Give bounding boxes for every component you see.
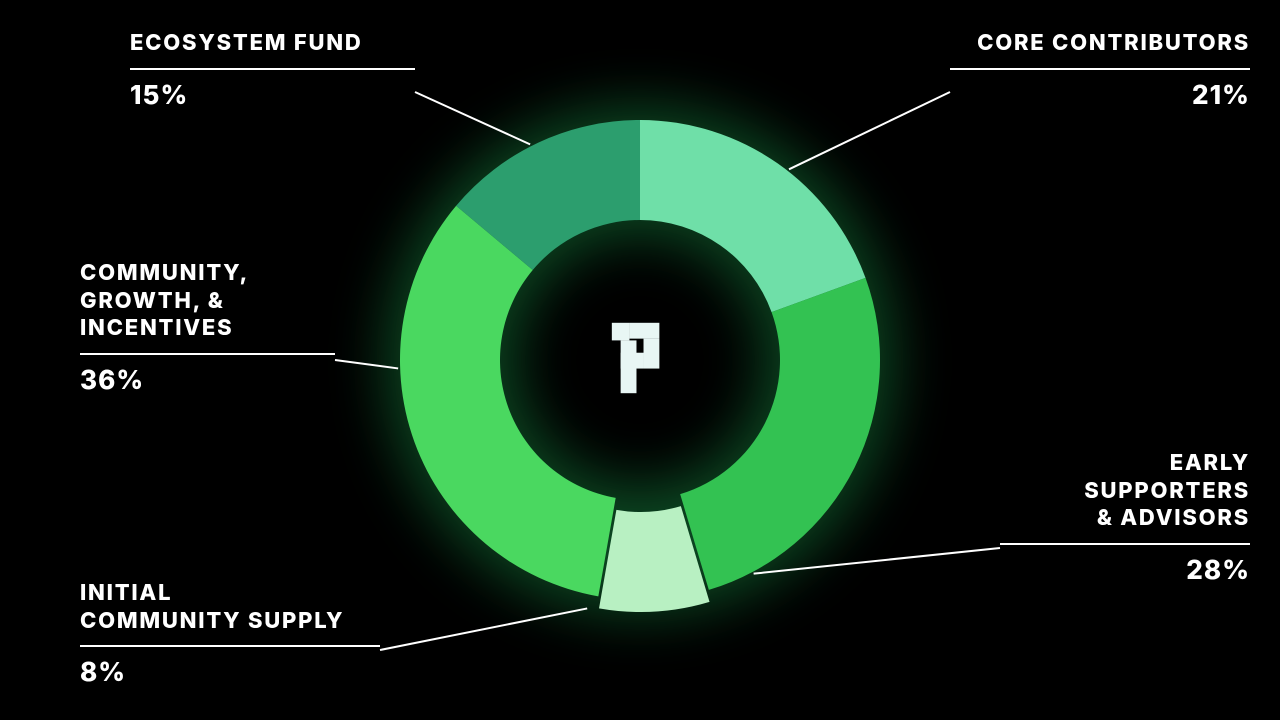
leader-line-initial-community — [380, 608, 587, 650]
leader-line-core-contributors — [789, 92, 950, 169]
label-initial-community: INITIALCOMMUNITY SUPPLY 8% — [80, 580, 380, 690]
brand-logo-icon — [596, 314, 684, 402]
label-community-growth: COMMUNITY,GROWTH, &INCENTIVES 36% — [80, 260, 335, 397]
label-percentage: 15% — [130, 80, 415, 113]
label-percentage: 36% — [80, 365, 335, 398]
label-early-supporters: EARLYSUPPORTERS& ADVISORS 28% — [1000, 450, 1250, 587]
label-title: COMMUNITY,GROWTH, &INCENTIVES — [80, 260, 335, 343]
label-percentage: 28% — [1000, 555, 1250, 588]
label-ecosystem-fund: ECOSYSTEM FUND 15% — [130, 30, 415, 112]
center-logo — [596, 314, 684, 406]
label-rule — [950, 68, 1250, 70]
chart-stage: CORE CONTRIBUTORS 21% EARLYSUPPORTERS& ADV… — [0, 0, 1280, 720]
label-title: EARLYSUPPORTERS& ADVISORS — [1000, 450, 1250, 533]
donut-slice-early-supporters — [680, 278, 880, 590]
leader-line-ecosystem-fund — [415, 92, 530, 144]
label-title: ECOSYSTEM FUND — [130, 30, 415, 58]
label-title: INITIALCOMMUNITY SUPPLY — [80, 580, 380, 635]
label-rule — [80, 645, 380, 647]
label-percentage: 21% — [950, 80, 1250, 113]
label-rule — [130, 68, 415, 70]
label-title: CORE CONTRIBUTORS — [950, 30, 1250, 58]
label-percentage: 8% — [80, 657, 380, 690]
label-rule — [1000, 543, 1250, 545]
label-core-contributors: CORE CONTRIBUTORS 21% — [950, 30, 1250, 112]
label-rule — [80, 353, 335, 355]
